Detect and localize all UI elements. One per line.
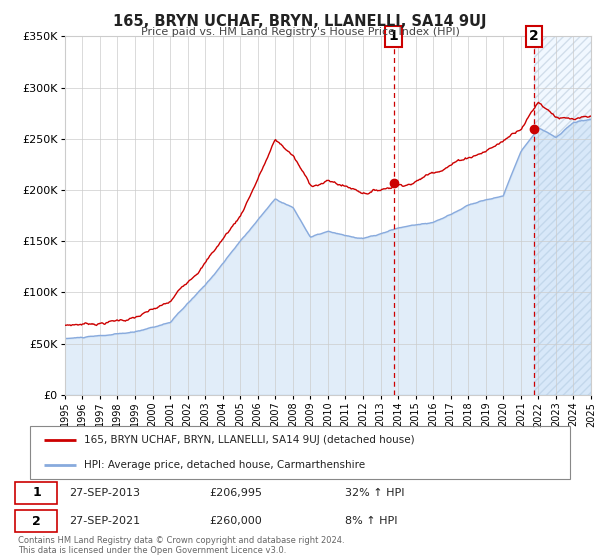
Text: 1: 1 [389,29,398,44]
Text: Contains HM Land Registry data © Crown copyright and database right 2024.: Contains HM Land Registry data © Crown c… [18,536,344,545]
Text: 1: 1 [32,487,41,500]
Bar [534,36,591,395]
Bar [534,36,591,395]
Text: HPI: Average price, detached house, Carmarthenshire: HPI: Average price, detached house, Carm… [84,460,365,470]
Text: Price paid vs. HM Land Registry's House Price Index (HPI): Price paid vs. HM Land Registry's House … [140,27,460,37]
Text: 2: 2 [529,29,539,44]
Text: This data is licensed under the Open Government Licence v3.0.: This data is licensed under the Open Gov… [18,545,286,555]
Text: 8% ↑ HPI: 8% ↑ HPI [345,516,398,526]
FancyBboxPatch shape [15,482,58,504]
Text: £260,000: £260,000 [210,516,263,526]
Text: 32% ↑ HPI: 32% ↑ HPI [345,488,404,498]
Text: 27-SEP-2013: 27-SEP-2013 [69,488,140,498]
Text: £206,995: £206,995 [210,488,263,498]
FancyBboxPatch shape [15,510,58,533]
Text: 2: 2 [32,515,41,528]
Text: 165, BRYN UCHAF, BRYN, LLANELLI, SA14 9UJ: 165, BRYN UCHAF, BRYN, LLANELLI, SA14 9U… [113,14,487,29]
Text: 165, BRYN UCHAF, BRYN, LLANELLI, SA14 9UJ (detached house): 165, BRYN UCHAF, BRYN, LLANELLI, SA14 9U… [84,436,415,446]
Text: 27-SEP-2021: 27-SEP-2021 [69,516,140,526]
